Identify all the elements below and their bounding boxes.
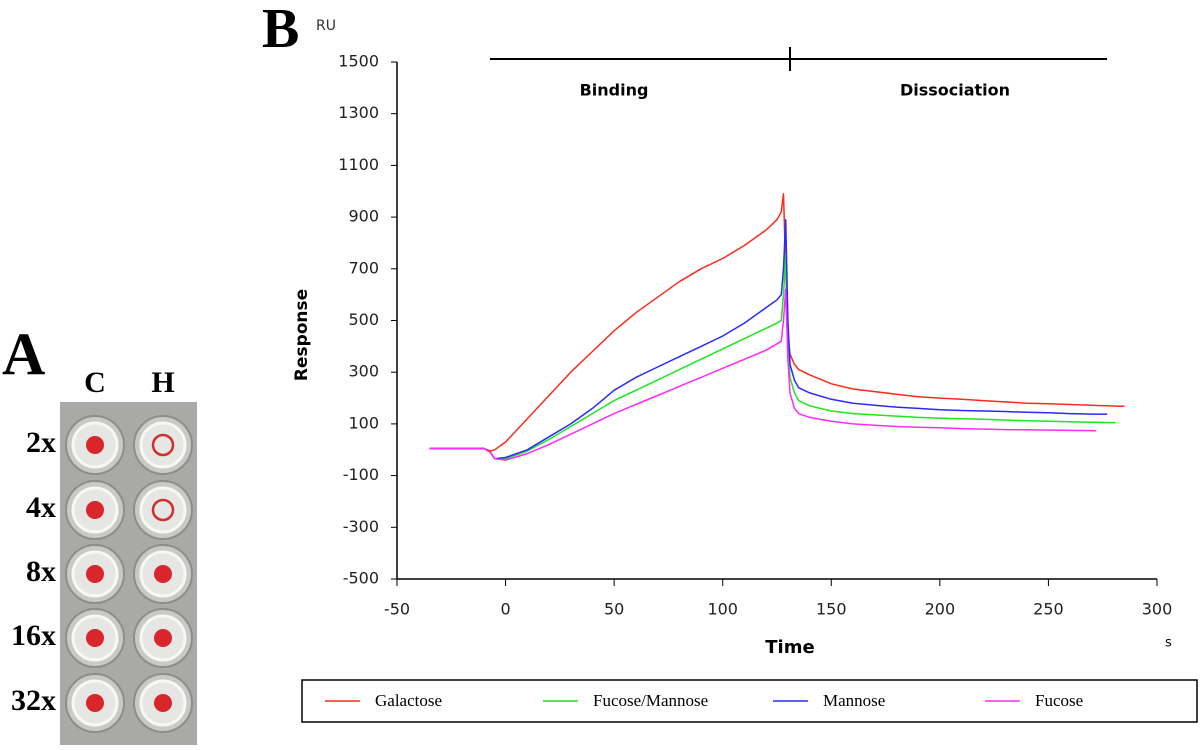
legend-label: Galactose xyxy=(375,691,442,710)
series-line xyxy=(429,218,1108,460)
y-axis-title: Response xyxy=(292,289,312,381)
well-inner xyxy=(139,421,187,469)
row-label: 8x xyxy=(26,555,56,588)
legend-label: Fucose/Mannose xyxy=(593,691,708,710)
wells xyxy=(65,415,193,733)
x-tick-label: 0 xyxy=(500,600,510,619)
rbc-dot xyxy=(86,501,104,519)
legend-label: Mannose xyxy=(823,691,885,710)
series-line xyxy=(429,288,1097,461)
row-label: 2x xyxy=(26,426,56,459)
x-tick-label: 250 xyxy=(1033,600,1064,619)
column-label: C xyxy=(84,366,106,399)
x-tick-label: 300 xyxy=(1142,600,1173,619)
y-tick-label: -500 xyxy=(343,569,379,588)
y-unit: RU xyxy=(316,18,336,34)
y-tick-label: 500 xyxy=(348,310,379,329)
x-tick-label: 50 xyxy=(604,600,624,619)
legend-label: Fucose xyxy=(1035,691,1083,710)
y-tick-label: 700 xyxy=(348,258,379,277)
x-axis-title: Time xyxy=(765,637,814,658)
rbc-dot xyxy=(86,694,104,712)
series-line xyxy=(429,252,1116,460)
rbc-dot xyxy=(86,629,104,647)
rbc-ring xyxy=(151,433,175,457)
y-tick-label: 1300 xyxy=(338,103,379,122)
x-tick-label: 150 xyxy=(816,600,847,619)
legend xyxy=(301,679,1198,723)
annotation: Dissociation xyxy=(900,81,1010,100)
y-tick-label: 300 xyxy=(348,362,379,381)
column-label: H xyxy=(151,366,174,399)
panel-label: A xyxy=(2,321,45,387)
y-tick-label: 100 xyxy=(348,413,379,432)
x-tick-label: 200 xyxy=(925,600,956,619)
x-unit: s xyxy=(1165,636,1172,651)
row-label: 4x xyxy=(26,491,56,524)
y-tick-label: -300 xyxy=(343,517,379,536)
rbc-dot xyxy=(154,694,172,712)
panel-label: B xyxy=(262,0,299,60)
y-tick-label: 900 xyxy=(348,207,379,226)
rbc-dot xyxy=(86,565,104,583)
row-label: 16x xyxy=(11,619,56,652)
rbc-dot xyxy=(86,436,104,454)
x-tick-label: -50 xyxy=(384,600,410,619)
y-tick-label: 1500 xyxy=(338,52,379,71)
well-inner xyxy=(139,486,187,534)
rbc-ring xyxy=(151,498,175,522)
y-tick-label: 1100 xyxy=(338,155,379,174)
rbc-dot xyxy=(154,565,172,583)
row-label: 32x xyxy=(11,684,56,717)
rbc-dot xyxy=(154,629,172,647)
annotation: Binding xyxy=(580,81,649,100)
x-tick-label: 100 xyxy=(707,600,738,619)
y-tick-label: -100 xyxy=(343,465,379,484)
